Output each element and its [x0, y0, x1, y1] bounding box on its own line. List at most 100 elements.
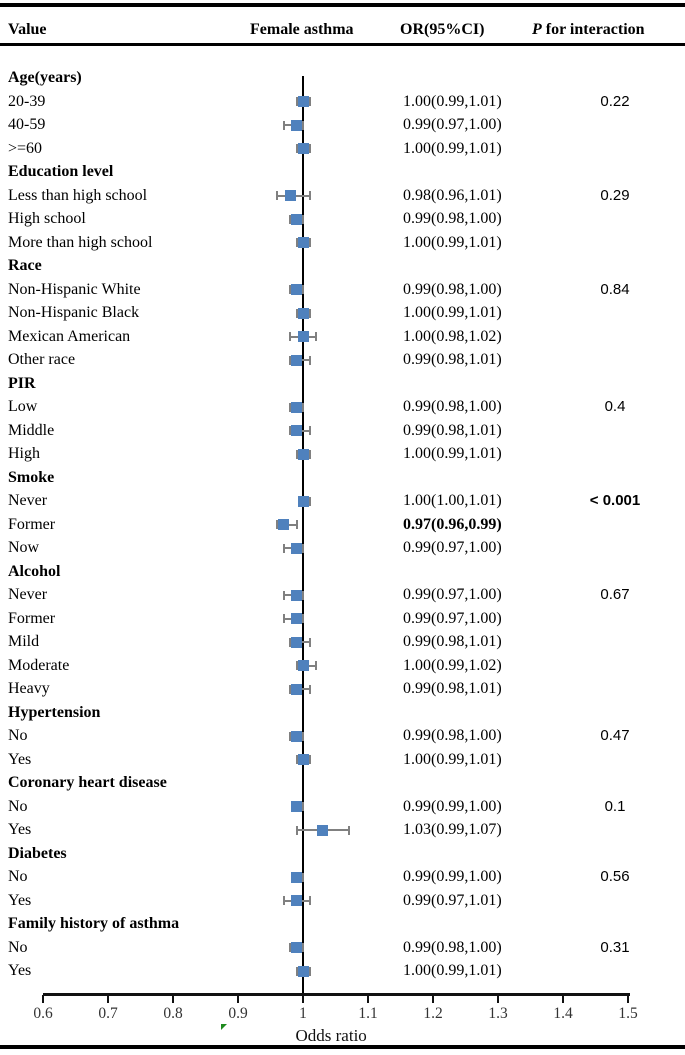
category-label: Hypertension	[8, 703, 101, 721]
or-marker-square	[297, 237, 309, 248]
or-marker-square	[291, 354, 302, 366]
x-axis-tick	[432, 995, 434, 1003]
x-axis-tick-label: 1	[299, 1005, 307, 1022]
ci-cap-right	[302, 214, 304, 224]
or-marker-square	[291, 895, 302, 906]
ci-cap-left	[282, 614, 285, 623]
x-axis-tick	[367, 995, 369, 1003]
category-label: Education level	[8, 163, 114, 181]
x-axis-tick-label: 1.4	[553, 1005, 573, 1022]
ci-cap-left	[289, 426, 291, 435]
or-marker-square	[297, 754, 309, 765]
or-ci-text: 1.00(0.99,1.01)	[403, 139, 502, 157]
or-ci-text: 1.00(0.99,1.01)	[403, 445, 502, 463]
p-interaction-value: < 0.001	[589, 492, 641, 510]
x-axis-tick-label: 0.9	[228, 1005, 248, 1022]
column-header-or-ci: OR(95%CI)	[400, 21, 485, 38]
bottom-rule	[0, 1045, 685, 1049]
ci-cap-left	[282, 543, 285, 553]
ci-cap-right	[302, 285, 304, 294]
or-marker-square	[291, 613, 302, 624]
p-header-rest: for interaction	[541, 21, 645, 38]
ci-cap-right	[315, 332, 317, 341]
row-label: Now	[8, 539, 40, 557]
x-axis-tick-label: 0.7	[98, 1005, 118, 1022]
row-label: Middle	[8, 421, 55, 439]
or-ci-text: 1.00(0.99,1.01)	[403, 92, 502, 110]
ci-cap-right	[302, 802, 304, 811]
p-interaction-value: 0.31	[600, 938, 630, 956]
or-ci-text: 0.99(0.97,1.00)	[403, 609, 502, 627]
category-label: Age(years)	[8, 69, 82, 87]
ci-cap-right	[302, 402, 304, 412]
ci-cap-left	[289, 684, 291, 694]
or-marker-square	[291, 871, 302, 883]
or-marker-square	[297, 448, 309, 460]
ci-cap-right	[308, 144, 311, 153]
ci-cap-left	[282, 590, 285, 600]
ci-cap-left	[282, 896, 285, 905]
x-axis-tick-label: 1.3	[488, 1005, 508, 1022]
ci-cap-right	[315, 661, 317, 670]
x-axis-tick	[562, 995, 564, 1003]
ci-cap-right	[302, 614, 304, 623]
row-label: Never	[8, 586, 48, 604]
row-label: No	[8, 868, 28, 886]
x-axis-line	[43, 993, 630, 996]
p-interaction-value: 0.47	[600, 727, 630, 745]
or-ci-text: 0.99(0.97,1.00)	[403, 586, 502, 604]
row-label: No	[8, 727, 28, 745]
x-axis-tick	[107, 995, 109, 1003]
x-axis-title: Odds ratio	[295, 1026, 367, 1045]
or-marker-square	[297, 307, 309, 319]
p-italic-letter: P	[532, 21, 542, 38]
ci-cap-left	[276, 520, 278, 529]
green-cursor-artifact	[221, 1024, 227, 1030]
or-marker-square	[297, 96, 309, 107]
or-ci-text: 1.00(0.98,1.02)	[403, 327, 502, 345]
or-ci-text: 0.99(0.98,1.00)	[403, 938, 502, 956]
or-ci-text: 1.03(0.99,1.07)	[403, 821, 502, 839]
ci-cap-right	[308, 238, 311, 247]
ci-cap-right	[308, 191, 311, 200]
or-ci-text: 1.00(1.00,1.01)	[403, 492, 502, 510]
category-label: Race	[8, 257, 42, 275]
ci-cap-left	[289, 637, 291, 647]
row-label: 40-59	[8, 116, 46, 134]
ci-cap-right	[308, 637, 311, 647]
row-label: Yes	[8, 821, 32, 839]
x-axis-tick	[302, 995, 304, 1003]
row-label: High	[8, 445, 40, 463]
or-marker-square	[297, 495, 309, 507]
or-ci-text: 0.99(0.99,1.00)	[403, 797, 502, 815]
x-axis-tick	[237, 995, 239, 1003]
or-marker-square	[291, 801, 302, 812]
or-ci-text: 0.99(0.97,1.00)	[403, 116, 502, 134]
ci-cap-right	[308, 496, 311, 506]
or-ci-text: 0.99(0.98,1.00)	[403, 280, 502, 298]
row-label: >=60	[8, 139, 43, 157]
p-interaction-value: 0.1	[604, 797, 626, 815]
ci-cap-left	[289, 285, 291, 294]
ci-cap-right	[302, 120, 304, 130]
x-axis-tick	[627, 995, 629, 1003]
ci-cap-right	[308, 308, 311, 318]
column-header-female-asthma: Female asthma	[250, 21, 354, 38]
row-label: Yes	[8, 962, 32, 980]
or-marker-square	[291, 730, 302, 742]
category-label: Smoke	[8, 468, 55, 486]
ci-cap-right	[302, 731, 304, 741]
ci-cap-right	[308, 966, 311, 976]
or-marker-square	[291, 401, 302, 413]
ci-cap-right	[308, 426, 311, 435]
or-marker-square	[291, 683, 302, 695]
or-ci-text: 0.99(0.97,1.01)	[403, 891, 502, 909]
ci-cap-right	[308, 355, 311, 365]
or-marker-square	[297, 143, 309, 154]
x-axis-tick	[42, 995, 44, 1003]
category-label: PIR	[8, 374, 36, 392]
row-label: Former	[8, 609, 56, 627]
or-marker-square	[291, 542, 302, 554]
